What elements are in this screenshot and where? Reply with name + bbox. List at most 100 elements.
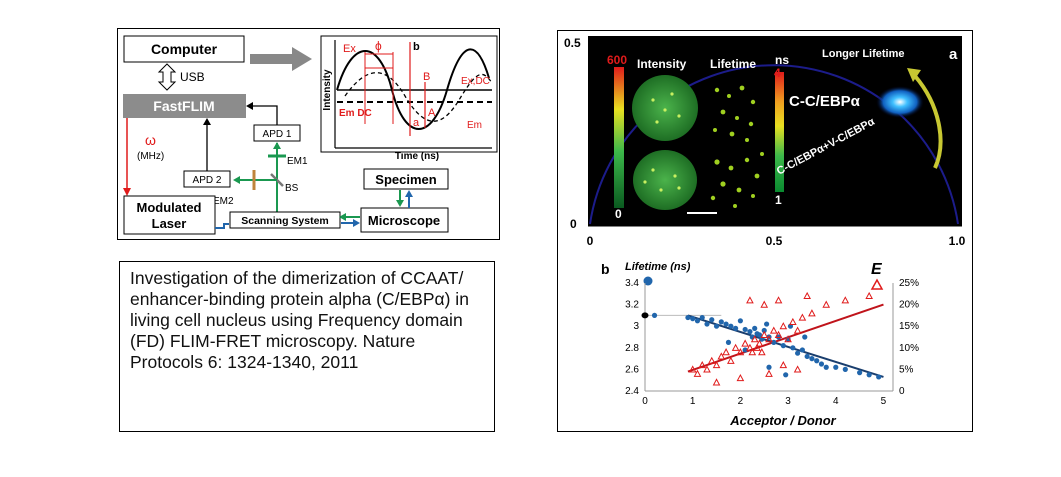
em-label: Em [467,120,482,131]
efret-point [688,365,697,373]
efret-point [703,365,711,373]
intensity-speckles [643,92,681,192]
lifetime-title: Lifetime [710,57,756,71]
lifetime-point [783,372,789,378]
lifetime-point [742,326,748,333]
chart-y-tick-label: 2.4 [625,386,639,397]
laser-box [123,195,216,235]
efret-point [765,369,773,377]
efret-point [698,361,707,369]
lifetime-point [709,317,715,323]
phi-label: ϕ [375,39,382,53]
emission-wave [344,72,493,122]
chart-x-tick-label: 0 [642,396,648,407]
A-label: A [428,107,436,119]
chart-axes: 0 1 2 3 4 5 2.4 2.6 2.8 3 3.2 3.4 0 5% 10% 15% 20% 25% [625,278,919,407]
efret-point [693,369,702,377]
mhz-label: (MHz) [137,151,164,162]
longer-lifetime-arrowhead-icon [907,68,921,82]
ex-label: Ex [343,43,356,55]
efret-point [712,378,721,386]
lifetime-speckles [710,85,764,208]
waveform-diagram: Intensity Time (ns) Ex ϕ b B Ex,DC Em DC… [320,35,498,162]
chart-y-tick-label: 3.4 [625,278,639,289]
a-label: a [413,117,420,129]
phasor-y-top: 0.5 [564,36,581,50]
intensity-cell-1 [632,75,698,141]
efret-point [750,335,759,343]
lifetime-point [685,314,691,321]
lifetime-point [723,321,729,327]
lifetime-cbar-unit: ns [775,53,789,67]
efret-point [841,296,850,304]
chart-x-tick-label: 5 [881,396,887,407]
efret-point [789,317,797,325]
cc-label: C-C/EBPα [789,93,861,110]
lifetime-point [857,370,863,376]
lifetime-point [694,318,701,324]
chart-x-tick-label: 3 [785,396,791,407]
efret-point [717,352,726,360]
usb-double-arrow-icon [157,63,177,91]
lifetime-point [651,312,658,318]
specimen-label: Specimen [375,172,436,187]
efret-point [727,356,735,364]
lifetime-fret-chart: b Lifetime (ns) E Acceptor / Donor 0 1 2 3 4… [601,261,919,428]
lifetime-point [725,339,732,345]
em2-label: EM2 [213,196,234,207]
chart-y2-tick-label: 15% [899,321,919,332]
efret-point [793,326,802,334]
lifetime-point [713,323,720,329]
efret-point [779,322,788,330]
lifetime-point [876,374,882,380]
apd1-wire [248,105,278,125]
time-axis-label: Time (ns) [395,151,439,162]
excitation-wave [336,48,490,130]
chart-y-tick-label: 3 [633,321,639,332]
lifetime-point [799,347,805,353]
efret-point [865,291,873,300]
computer-label: Computer [151,41,218,57]
lifetime-point [690,316,696,322]
omega-arrowhead-icon [123,188,131,196]
lifetime-point [802,334,808,340]
em1-label: EM1 [287,156,308,167]
lifetime-cbar-top: 4 [774,66,781,80]
lifetime-point [818,361,825,367]
specimen-blue-arrow-icon [405,190,413,197]
green-arrow-left-icon [233,176,240,184]
lifetime-point [795,350,801,356]
B-label: B [423,71,430,83]
panel-b-label: b [601,261,610,277]
chart-x-tick-label: 4 [833,396,839,407]
efret-point [760,300,769,308]
waveform-frame [320,35,498,153]
efret-point [746,296,754,304]
efret-point [769,326,778,334]
lifetime-point [766,364,772,370]
chart-y2-tick-label: 25% [899,278,919,289]
lifetime-colorbar [775,72,784,192]
efret-point [736,373,745,382]
chart-y-tick-label: 2.8 [625,343,639,354]
computer-box [123,35,245,63]
lifetime-point [752,325,758,331]
lifetime-point [747,329,753,335]
laser-to-scan-beam [215,223,229,229]
scan-green-arrow-icon [339,213,346,221]
apd2-arrow-icon [203,118,211,125]
lifetime-point [733,325,739,331]
intensity-title: Intensity [637,57,687,71]
lifetime-point [728,323,734,329]
apd1-label: APD 1 [263,129,292,140]
chart-y2label: E [871,261,883,278]
lifetime-point [718,319,724,325]
fastflim-box [123,94,246,118]
chart-xlabel: Acceptor / Donor [729,413,836,428]
efret-point [753,343,761,351]
phasor-x-tick-0: 0 [587,234,594,248]
usb-label: USB [180,70,205,84]
lifetime-point [823,364,829,370]
chart-points [651,291,882,386]
fastflim-label: FastFLIM [153,98,214,114]
